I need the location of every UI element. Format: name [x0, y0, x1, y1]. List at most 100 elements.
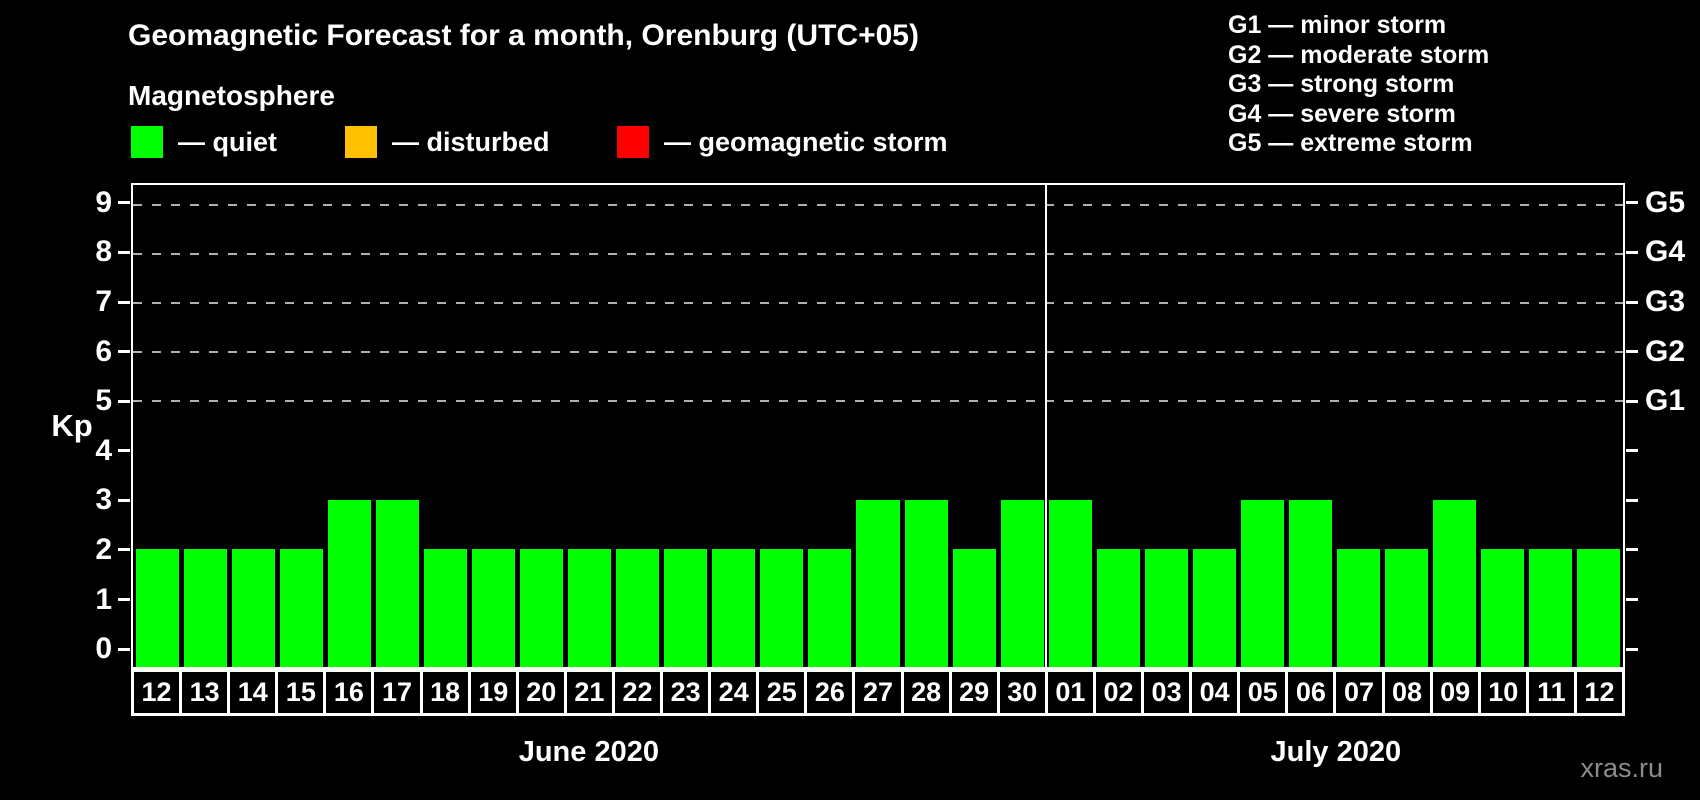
y-tick-label-9: 9 — [95, 185, 112, 219]
kp-bar-21 — [568, 548, 612, 667]
date-cell: 21 — [566, 672, 612, 713]
kp-bar-29 — [952, 548, 996, 667]
left-tick-4 — [118, 449, 130, 453]
date-cell: 18 — [422, 672, 468, 713]
y-axis-label: Kp — [51, 408, 93, 443]
date-cell: 13 — [182, 672, 228, 713]
date-cell: 26 — [807, 672, 853, 713]
left-tick-9 — [118, 201, 130, 205]
y-tick-label-2: 2 — [95, 532, 112, 566]
kp-bar-19 — [471, 548, 515, 667]
kp-bar-25 — [760, 548, 804, 667]
kp-bar-22 — [616, 548, 660, 667]
date-cell: 14 — [230, 672, 276, 713]
kp-bar-12 — [135, 548, 179, 667]
kp-bar-23 — [664, 548, 708, 667]
kp-bar-18 — [423, 548, 467, 667]
date-cell: 28 — [903, 672, 949, 713]
date-cell: 12 — [1576, 672, 1622, 713]
kp-bar-01 — [1048, 499, 1092, 667]
kp-bar-15 — [279, 548, 323, 667]
date-cell: 24 — [711, 672, 757, 713]
y-tick-label-3: 3 — [95, 483, 112, 517]
storm-scale-item: G1 — minor storm — [1228, 11, 1447, 39]
right-tick-5 — [1626, 399, 1638, 403]
kp-bar-26 — [808, 548, 852, 667]
left-tick-6 — [118, 350, 130, 354]
date-cell: 16 — [326, 672, 372, 713]
g-scale-label-G3: G3 — [1645, 285, 1686, 319]
left-tick-5 — [118, 399, 130, 403]
kp-bar-17 — [375, 499, 419, 667]
right-tick-0 — [1626, 647, 1638, 651]
date-axis: 12 13 14 15 16 17 18 19 20 21 22 23 24 25 26 27 28 29 30 01… — [131, 669, 1625, 716]
quiet-color-swatch — [131, 126, 163, 158]
kp-bar-24 — [712, 548, 756, 667]
date-cell: 08 — [1384, 672, 1430, 713]
date-cell: 22 — [614, 672, 661, 713]
right-tick-3 — [1626, 498, 1638, 502]
month-label: July 2020 — [1270, 736, 1402, 768]
left-tick-0 — [118, 647, 130, 651]
gridline-kp-6 — [133, 351, 1623, 354]
y-tick-label-6: 6 — [95, 334, 112, 368]
date-cell: 04 — [1192, 672, 1238, 713]
storm-scale-legend: G1 — minor storm G2 — moderate storm G3 — … — [1228, 11, 1489, 159]
date-cell: 09 — [1432, 672, 1478, 713]
legend-item-disturbed: — disturbed — [345, 126, 550, 158]
y-tick-label-4: 4 — [95, 433, 112, 467]
storm-scale-item: G2 — moderate storm — [1228, 40, 1490, 69]
kp-bar-06 — [1289, 499, 1333, 667]
legend-label: — disturbed — [392, 126, 550, 157]
right-tick-8 — [1626, 250, 1638, 254]
geomagnetic-storm-color-swatch — [617, 126, 649, 158]
date-cell: 29 — [951, 672, 997, 713]
kp-bar-20 — [520, 548, 564, 667]
right-tick-4 — [1626, 449, 1638, 453]
left-tick-8 — [118, 250, 130, 254]
right-tick-2 — [1626, 548, 1638, 552]
gridline-layer — [133, 185, 1623, 667]
kp-bar-02 — [1096, 548, 1140, 667]
chart-title: Geomagnetic Forecast for a month, Orenbu… — [128, 19, 919, 52]
y-tick-label-1: 1 — [95, 582, 112, 616]
kp-bar-07 — [1337, 548, 1381, 667]
kp-bar-13 — [183, 548, 227, 667]
right-tick-9 — [1626, 201, 1638, 205]
storm-scale-item: G4 — severe storm — [1228, 99, 1456, 128]
date-cell: 10 — [1480, 672, 1526, 713]
gridline-kp-9 — [133, 203, 1623, 206]
g-scale-label-G2: G2 — [1645, 334, 1686, 368]
right-tick-7 — [1626, 300, 1638, 304]
left-tick-7 — [118, 300, 130, 304]
right-tick-6 — [1626, 350, 1638, 354]
date-cell: 25 — [759, 672, 805, 713]
legend-label: — quiet — [178, 126, 277, 157]
y-tick-label-0: 0 — [95, 632, 112, 666]
kp-bar-12 — [1577, 548, 1621, 667]
date-cell: 23 — [663, 672, 709, 713]
gridline-kp-8 — [133, 252, 1623, 255]
y-tick-label-7: 7 — [95, 285, 112, 319]
date-cell: 30 — [999, 672, 1045, 713]
storm-scale-item: G3 — strong storm — [1228, 70, 1455, 98]
left-tick-1 — [118, 598, 130, 602]
gridline-kp-7 — [133, 302, 1623, 305]
g-scale-label-G1: G1 — [1645, 384, 1686, 418]
date-cell: 06 — [1288, 672, 1334, 713]
date-cell: 03 — [1144, 672, 1190, 713]
g-scale-label-G5: G5 — [1645, 185, 1686, 219]
date-cell: 05 — [1240, 672, 1286, 713]
bar-layer — [133, 185, 1623, 667]
disturbed-color-swatch — [345, 126, 377, 158]
kp-bar-30 — [1000, 499, 1044, 667]
kp-bar-03 — [1144, 548, 1188, 667]
storm-scale-item: G5 — extreme storm — [1228, 129, 1473, 157]
kp-bar-11 — [1529, 548, 1573, 667]
legend-item-geomagnetic-storm: — geomagnetic storm — [617, 126, 948, 158]
kp-bar-10 — [1481, 548, 1525, 667]
date-cell: 12 — [134, 672, 180, 713]
kp-bar-16 — [327, 499, 371, 667]
legend-label: — geomagnetic storm — [664, 126, 948, 157]
